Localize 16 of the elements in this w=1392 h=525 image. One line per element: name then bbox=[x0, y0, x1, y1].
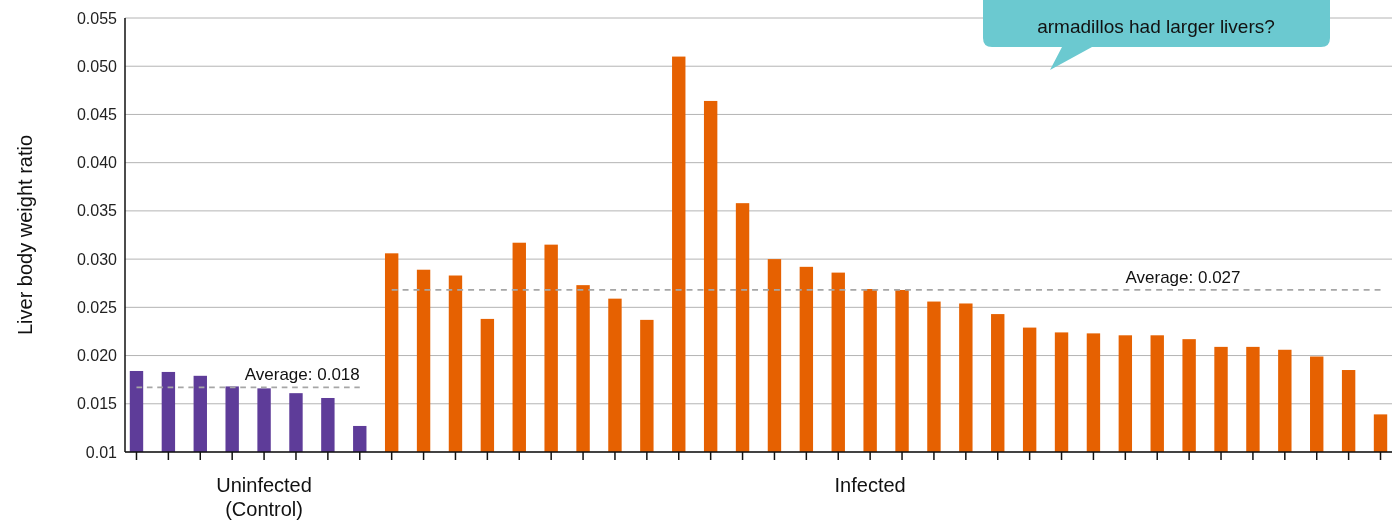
y-axis-title: Liver body weight ratio bbox=[14, 134, 36, 336]
x-tick-label: Uninfected (Control) bbox=[216, 474, 312, 520]
x-tick-label: Infected bbox=[834, 474, 906, 496]
y-tick-label: 0.040 bbox=[76, 154, 118, 172]
y-tick-label: 0.050 bbox=[76, 57, 118, 75]
y-tick-label: 0.025 bbox=[76, 298, 118, 316]
y-tick-label: 0.01 bbox=[85, 443, 118, 461]
y-tick-label: 0.030 bbox=[76, 250, 118, 268]
series-label: Average: 0.027 bbox=[1125, 267, 1241, 287]
annotation: armadillos had larger livers? bbox=[1037, 16, 1275, 37]
y-tick-label: 0.035 bbox=[76, 202, 118, 220]
y-tick-label: 0.055 bbox=[76, 9, 118, 27]
series-label: Average: 0.018 bbox=[244, 365, 360, 385]
y-tick-label: 0.020 bbox=[76, 347, 118, 365]
y-tick-label: 0.045 bbox=[76, 106, 118, 124]
y-tick-label: 0.015 bbox=[76, 395, 118, 413]
